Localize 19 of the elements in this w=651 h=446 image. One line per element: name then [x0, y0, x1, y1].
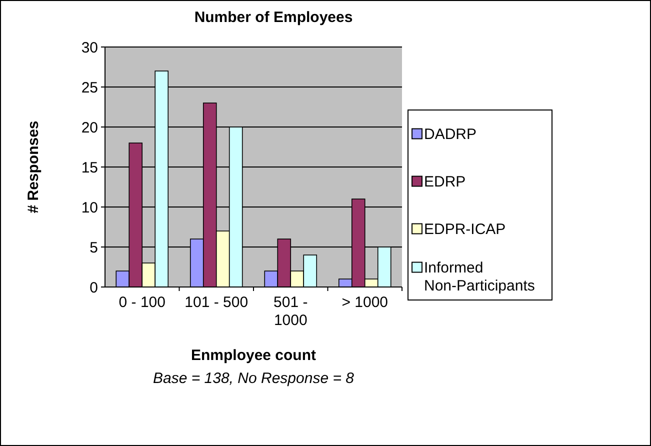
y-tick-label: 5 [90, 239, 98, 256]
legend-label: Informed Non-Participants [424, 260, 535, 294]
text: Base = 138, No Response = 8 [153, 370, 355, 387]
chart-title: Number of Employees [194, 9, 353, 26]
y-tick-label: 30 [81, 39, 98, 56]
x-tick-label: 501 - 1000 [274, 294, 308, 329]
y-tick-label: 0 [90, 279, 98, 296]
legend-label: DADRP [424, 126, 477, 143]
y-tick-label: 15 [81, 159, 98, 176]
x-axis-title: Enmployee count [190, 347, 316, 364]
y-tick-label: 25 [81, 79, 98, 96]
legend-label: EDRP [424, 174, 466, 190]
x-tick-label: 101 - 500 [184, 294, 248, 311]
y-tick-label: 20 [81, 119, 98, 136]
x-tick-label: 0 - 100 [118, 294, 166, 311]
legend-label: EDPR-ICAP [424, 221, 506, 238]
y-tick-label: 10 [81, 199, 98, 216]
y-axis-title: # Responses [25, 120, 42, 214]
x-tick-label: > 1000 [342, 294, 388, 311]
